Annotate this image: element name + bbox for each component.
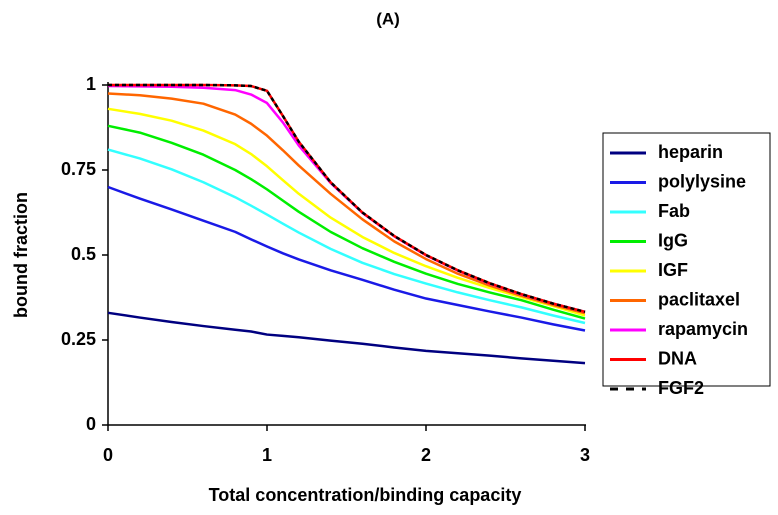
series-line <box>108 83 586 313</box>
y-tick-label: 0.5 <box>71 244 96 264</box>
y-tick-label: 0.25 <box>61 329 96 349</box>
x-tick-label: 0 <box>103 445 113 465</box>
series-line <box>107 124 586 320</box>
legend-label: IgG <box>658 230 688 250</box>
legend-label: heparin <box>658 142 723 162</box>
series-line <box>107 92 586 315</box>
legend-box <box>602 132 771 387</box>
series-line <box>107 107 586 317</box>
x-tick-label: 1 <box>262 445 272 465</box>
legend-label: polylysine <box>658 171 746 191</box>
y-tick-label: 1 <box>86 74 96 94</box>
y-axis-label: bound fraction <box>11 192 31 318</box>
legend-label: IGF <box>658 260 688 280</box>
legend-label: Fab <box>658 201 690 221</box>
series-line <box>107 311 586 365</box>
series-line <box>108 83 586 313</box>
series-line <box>107 148 586 325</box>
legend-label: DNA <box>658 348 697 368</box>
legend-label: rapamycin <box>658 319 748 339</box>
series-line <box>107 185 586 332</box>
x-tick-label: 2 <box>421 445 431 465</box>
legend-label: FGF2 <box>658 378 704 398</box>
legend-label: paclitaxel <box>658 289 740 309</box>
y-tick-label: 0.75 <box>61 159 96 179</box>
x-axis-label: Total concentration/binding capacity <box>209 485 522 505</box>
chart-title: (A) <box>376 9 400 28</box>
x-tick-label: 3 <box>580 445 590 465</box>
y-tick-label: 0 <box>86 414 96 434</box>
